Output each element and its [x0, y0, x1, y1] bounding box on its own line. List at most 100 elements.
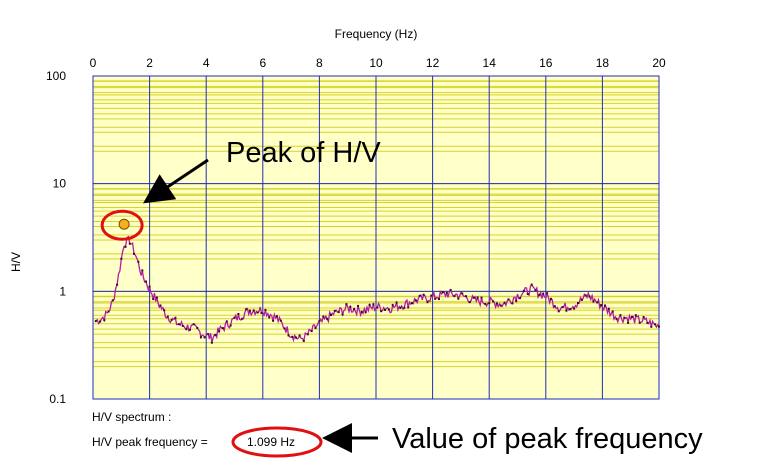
- data-point: [107, 310, 110, 313]
- data-point: [395, 301, 398, 304]
- data-point: [592, 300, 595, 303]
- data-point: [178, 323, 181, 326]
- data-point: [584, 294, 587, 297]
- data-point: [403, 306, 406, 309]
- data-point: [438, 298, 440, 300]
- data-point: [163, 309, 166, 312]
- data-point: [430, 294, 433, 297]
- data-point: [337, 311, 340, 314]
- data-point: [399, 306, 402, 309]
- data-point: [155, 296, 158, 299]
- data-point: [465, 295, 467, 298]
- data-point: [426, 301, 429, 304]
- data-point: [318, 320, 321, 323]
- data-point: [607, 307, 610, 310]
- data-point: [276, 315, 278, 318]
- data-point: [654, 323, 657, 326]
- data-point: [314, 327, 317, 329]
- data-point: [638, 321, 641, 324]
- data-point: [364, 311, 367, 314]
- x-tick-label: 0: [90, 56, 97, 70]
- data-point: [604, 304, 606, 307]
- data-point: [302, 339, 305, 342]
- data-point: [310, 330, 313, 333]
- data-point: [519, 297, 522, 300]
- peak-annotation-arrow: [143, 158, 209, 204]
- data-point: [631, 315, 633, 318]
- data-point: [210, 341, 213, 344]
- data-point: [511, 302, 514, 305]
- data-point: [627, 321, 630, 324]
- footer-peak-frequency-label: H/V peak frequency =: [92, 435, 208, 449]
- data-point: [615, 317, 618, 320]
- data-point: [488, 302, 491, 305]
- data-point: [330, 314, 332, 316]
- data-point: [128, 242, 131, 245]
- data-point: [387, 308, 390, 311]
- footer-peak-frequency-value: 1.099 Hz: [247, 435, 295, 449]
- data-point: [103, 319, 106, 322]
- y-tick-label: 1: [59, 284, 66, 298]
- data-point: [642, 316, 645, 319]
- data-point: [322, 315, 325, 318]
- data-point: [499, 304, 502, 307]
- x-tick-label: 10: [369, 56, 383, 70]
- data-point: [116, 283, 119, 286]
- data-point: [111, 299, 114, 302]
- data-point: [166, 315, 169, 318]
- x-tick-label: 14: [483, 56, 497, 70]
- data-point: [291, 335, 294, 338]
- data-point: [569, 308, 572, 311]
- data-point: [306, 333, 309, 336]
- data-point: [196, 327, 199, 329]
- data-point: [189, 328, 191, 331]
- data-point: [283, 327, 286, 330]
- data-point: [349, 305, 352, 308]
- data-point: [203, 336, 206, 339]
- series-layer: [94, 235, 660, 344]
- data-point: [580, 298, 583, 301]
- data-point: [530, 283, 533, 286]
- x-tick-label: 12: [426, 56, 440, 70]
- x-tick-label: 20: [652, 56, 666, 70]
- data-point: [461, 292, 464, 295]
- data-point: [449, 289, 452, 291]
- data-point: [472, 296, 475, 299]
- data-point: [619, 314, 622, 317]
- data-point: [422, 293, 425, 296]
- data-point: [414, 299, 417, 302]
- data-point: [495, 302, 498, 305]
- data-point: [185, 328, 188, 331]
- x-tick-label: 16: [539, 56, 553, 70]
- data-point: [124, 245, 127, 248]
- y-axis-title: H/V: [9, 252, 23, 272]
- data-point: [380, 310, 383, 313]
- data-point: [646, 321, 649, 324]
- data-point: [553, 305, 556, 308]
- data-point: [534, 289, 537, 292]
- x-tick-label: 6: [259, 56, 266, 70]
- data-point: [245, 308, 248, 311]
- data-point: [372, 303, 375, 306]
- x-tick-label: 4: [203, 56, 210, 70]
- data-point: [368, 303, 371, 306]
- data-point: [557, 310, 560, 313]
- data-point: [214, 333, 217, 336]
- data-point: [287, 334, 290, 337]
- data-point: [333, 309, 336, 312]
- data-point: [298, 334, 301, 337]
- data-point: [596, 301, 599, 304]
- data-point: [170, 318, 173, 321]
- data-point: [546, 292, 549, 295]
- data-point: [515, 299, 518, 302]
- data-point: [503, 301, 506, 304]
- data-point: [507, 298, 510, 301]
- data-point: [376, 306, 379, 309]
- data-point: [650, 325, 653, 328]
- data-point: [611, 310, 614, 313]
- data-point: [221, 327, 224, 330]
- peak-frequency-highlight: [231, 426, 323, 458]
- data-point: [145, 280, 147, 283]
- data-point: [634, 314, 637, 317]
